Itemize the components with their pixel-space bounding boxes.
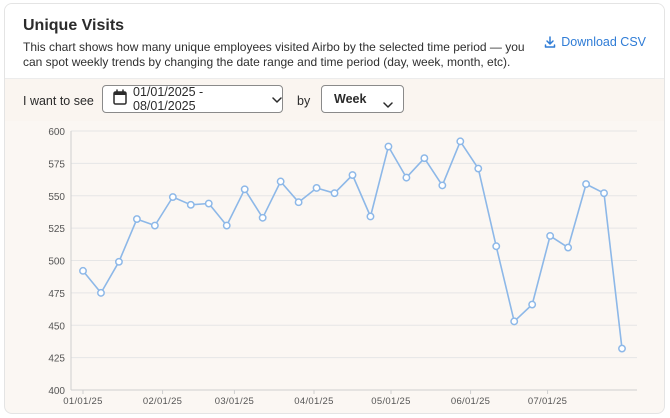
data-point xyxy=(582,180,591,189)
data-point xyxy=(438,181,447,190)
y-tick-label: 525 xyxy=(48,224,65,235)
calendar-icon xyxy=(113,88,127,110)
unique-visits-card: Unique Visits This chart shows how many … xyxy=(4,3,665,414)
data-point xyxy=(546,231,555,240)
y-tick-label: 575 xyxy=(48,159,65,170)
card-header: Unique Visits This chart shows how many … xyxy=(5,4,664,78)
x-tick-label: 06/01/25 xyxy=(451,396,490,407)
data-point xyxy=(312,184,321,192)
y-tick-label: 600 xyxy=(48,127,65,138)
data-point xyxy=(204,199,213,208)
data-point xyxy=(114,257,123,266)
data-point xyxy=(474,164,483,173)
y-tick-label: 425 xyxy=(48,354,65,365)
data-point xyxy=(258,213,267,222)
download-icon xyxy=(544,36,556,48)
by-label: by xyxy=(297,94,311,108)
data-point xyxy=(492,242,501,251)
x-tick-label: 03/01/25 xyxy=(215,396,254,407)
data-point xyxy=(420,154,429,163)
data-point xyxy=(240,185,249,194)
period-select-value: Week xyxy=(334,92,367,106)
data-point xyxy=(186,200,195,209)
y-tick-label: 475 xyxy=(48,289,65,300)
card-title: Unique Visits xyxy=(23,17,125,34)
filter-prefix-label: I want to see xyxy=(23,94,94,108)
data-point xyxy=(384,142,393,151)
period-select[interactable]: Week xyxy=(321,85,404,113)
chevron-down-icon xyxy=(383,95,393,113)
data-point xyxy=(366,212,375,221)
data-point xyxy=(168,193,177,201)
data-point xyxy=(456,137,465,146)
data-point xyxy=(150,221,159,230)
data-point xyxy=(330,189,339,198)
data-point xyxy=(294,198,303,207)
data-point xyxy=(276,177,285,186)
y-tick-label: 550 xyxy=(48,192,65,203)
x-tick-label: 05/01/25 xyxy=(371,396,410,407)
chevron-down-icon xyxy=(272,90,282,108)
data-point xyxy=(510,317,519,326)
y-tick-label: 400 xyxy=(48,386,65,397)
data-point xyxy=(600,189,608,198)
x-tick-label: 07/01/25 xyxy=(528,396,567,407)
x-tick-label: 01/01/25 xyxy=(63,396,102,407)
chart-area: 600 575 550 525 500 475 450 425 400 01/01/25 02/01… xyxy=(5,120,664,413)
y-tick-label: 450 xyxy=(48,321,65,332)
date-range-picker[interactable]: 01/01/2025 - 08/01/2025 xyxy=(102,85,283,113)
card-description: This chart shows how many unique employe… xyxy=(23,40,525,69)
data-point xyxy=(97,288,105,297)
download-csv-button[interactable]: Download CSV xyxy=(544,35,646,49)
date-range-value: 01/01/2025 - 08/01/2025 xyxy=(133,85,204,113)
data-point xyxy=(618,344,626,353)
y-tick-label: 500 xyxy=(48,257,65,268)
data-point xyxy=(348,171,357,179)
download-csv-label: Download CSV xyxy=(561,35,646,49)
data-point xyxy=(79,266,87,275)
data-point xyxy=(132,215,141,224)
data-point xyxy=(564,243,573,252)
data-point xyxy=(402,173,411,182)
x-tick-label: 02/01/25 xyxy=(143,396,182,407)
filter-controls: I want to see 01/01/2025 - 08/01/2025 by… xyxy=(5,78,664,121)
data-point xyxy=(528,300,537,309)
x-tick-label: 04/01/25 xyxy=(294,396,333,407)
data-point xyxy=(222,221,231,230)
